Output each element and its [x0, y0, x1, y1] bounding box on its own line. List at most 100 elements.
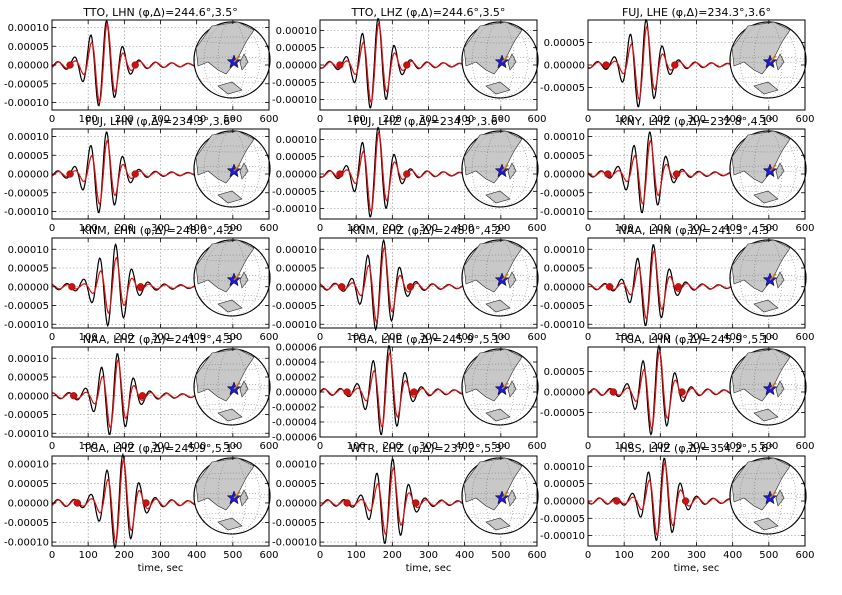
x-tick-label: 100 [347, 223, 366, 234]
subplot-title: NAA, LHZ (φ,Δ)=241.3°,4.3° [83, 333, 239, 346]
x-tick-label: 100 [347, 332, 366, 343]
y-tick-label: 0.00000 [8, 282, 49, 293]
window-marker [609, 388, 617, 396]
subplot-title: KNY, LHZ (φ,Δ)=232.8°,4.1° [619, 115, 773, 128]
window-marker [336, 170, 344, 178]
x-tick-label: 200 [383, 441, 402, 452]
x-tick-label: 100 [615, 332, 634, 343]
map-inset [461, 21, 539, 99]
y-tick-label: -0.00010 [540, 531, 585, 542]
x-tick-label: 0 [49, 550, 55, 561]
x-tick-label: 100 [347, 441, 366, 452]
y-tick-label: 0.00000 [276, 170, 317, 181]
synthetic-trace [51, 256, 212, 315]
y-tick-label: 0.00000 [544, 61, 585, 72]
x-tick-label: 500 [223, 114, 242, 125]
y-tick-label: -0.00010 [272, 538, 317, 549]
latitude-line [735, 185, 801, 193]
latitude-line [735, 472, 801, 480]
latitude-line [735, 254, 801, 262]
path-line [501, 382, 509, 390]
y-tick-label: 0.00005 [544, 479, 585, 490]
longitude-line [471, 348, 529, 426]
island-shape [507, 162, 517, 180]
x-axis-label: time, sec [674, 563, 720, 574]
window-marker [66, 61, 74, 69]
longitude-line [739, 21, 797, 99]
x-tick-label: 600 [259, 550, 278, 561]
x-tick-label: 600 [795, 332, 814, 343]
latitude-line [735, 76, 801, 84]
x-tick-label: 0 [317, 550, 323, 561]
x-tick-label: 100 [79, 332, 98, 343]
subplot-7: 0 100 200 300 400 500 600 0.00010 0.00005 0.00000… [272, 224, 547, 343]
x-tick-label: 100 [615, 114, 634, 125]
landmass-shape [217, 299, 243, 313]
landmass-shape [753, 190, 779, 204]
x-tick-label: 600 [527, 332, 546, 343]
subplot-2: 0 100 200 300 400 500 600 0.00005 0.00000 -0.0000… [540, 6, 815, 125]
latitude-line [467, 403, 533, 411]
latitude-line [735, 512, 801, 520]
latitude-line [467, 185, 533, 193]
subplot-title: TGA, LHE (φ,Δ)=245.9°,5.1° [350, 333, 505, 346]
latitude-line [199, 294, 265, 302]
y-tick-label: 0.00005 [276, 264, 317, 275]
x-tick-label: 100 [79, 550, 98, 561]
y-tick-label: -0.00010 [4, 538, 49, 549]
x-tick-label: 600 [259, 332, 278, 343]
synthetic-trace [51, 139, 212, 205]
x-tick-label: 400 [187, 114, 206, 125]
x-tick-label: 0 [49, 223, 55, 234]
latitude-line [729, 165, 807, 173]
subplot-title: TTO, LHN (φ,Δ)=244.6°,3.5° [82, 6, 238, 19]
landmass-shape [753, 517, 779, 531]
x-tick-label: 300 [151, 223, 170, 234]
longitude-line [217, 21, 247, 99]
island-shape [507, 271, 517, 289]
y-tick-label: 0.00000 [276, 498, 317, 509]
latitude-line [467, 76, 533, 84]
path-line [501, 55, 509, 63]
longitude-line [471, 130, 529, 208]
window-marker [142, 499, 150, 507]
latitude-line [735, 294, 801, 302]
map-inset [461, 348, 539, 426]
y-tick-label: -0.00005 [272, 518, 317, 529]
y-tick-label: -0.00005 [272, 301, 317, 312]
synthetic-trace [51, 22, 212, 104]
x-tick-label: 600 [527, 223, 546, 234]
x-tick-label: 600 [527, 114, 546, 125]
path-line [769, 382, 777, 390]
subplot-title: KNM, LHN (φ,Δ)=248.0°,4.2° [82, 224, 240, 237]
x-tick-label: 400 [187, 441, 206, 452]
synthetic-trace [587, 139, 748, 205]
y-tick-label: 0.00000 [544, 170, 585, 181]
window-marker [131, 61, 139, 69]
latitude-line [461, 56, 539, 64]
y-tick-label: 0.00010 [276, 26, 317, 37]
x-tick-label: 300 [687, 332, 706, 343]
y-tick-label: -0.00005 [4, 188, 49, 199]
y-tick-label: -0.00005 [540, 301, 585, 312]
y-tick-label: 0.00010 [8, 245, 49, 256]
y-tick-label: 0.00004 [276, 358, 317, 369]
y-tick-label: -0.00005 [4, 518, 49, 529]
x-tick-label: 200 [115, 441, 134, 452]
y-tick-label: -0.00005 [540, 188, 585, 199]
x-tick-label: 400 [455, 441, 474, 452]
y-tick-label: -0.00005 [540, 83, 585, 94]
path-line [769, 164, 777, 172]
longitude-line [203, 348, 261, 426]
y-tick-label: 0.00005 [8, 373, 49, 384]
window-marker [68, 283, 76, 291]
x-tick-label: 0 [585, 550, 591, 561]
y-tick-label: -0.00005 [272, 187, 317, 198]
x-tick-label: 100 [615, 550, 634, 561]
landmass-shape [485, 517, 511, 531]
latitude-line [467, 363, 533, 371]
x-tick-label: 400 [187, 223, 206, 234]
synthetic-trace [319, 246, 480, 324]
x-tick-label: 0 [585, 332, 591, 343]
y-tick-label: -0.00010 [272, 320, 317, 331]
